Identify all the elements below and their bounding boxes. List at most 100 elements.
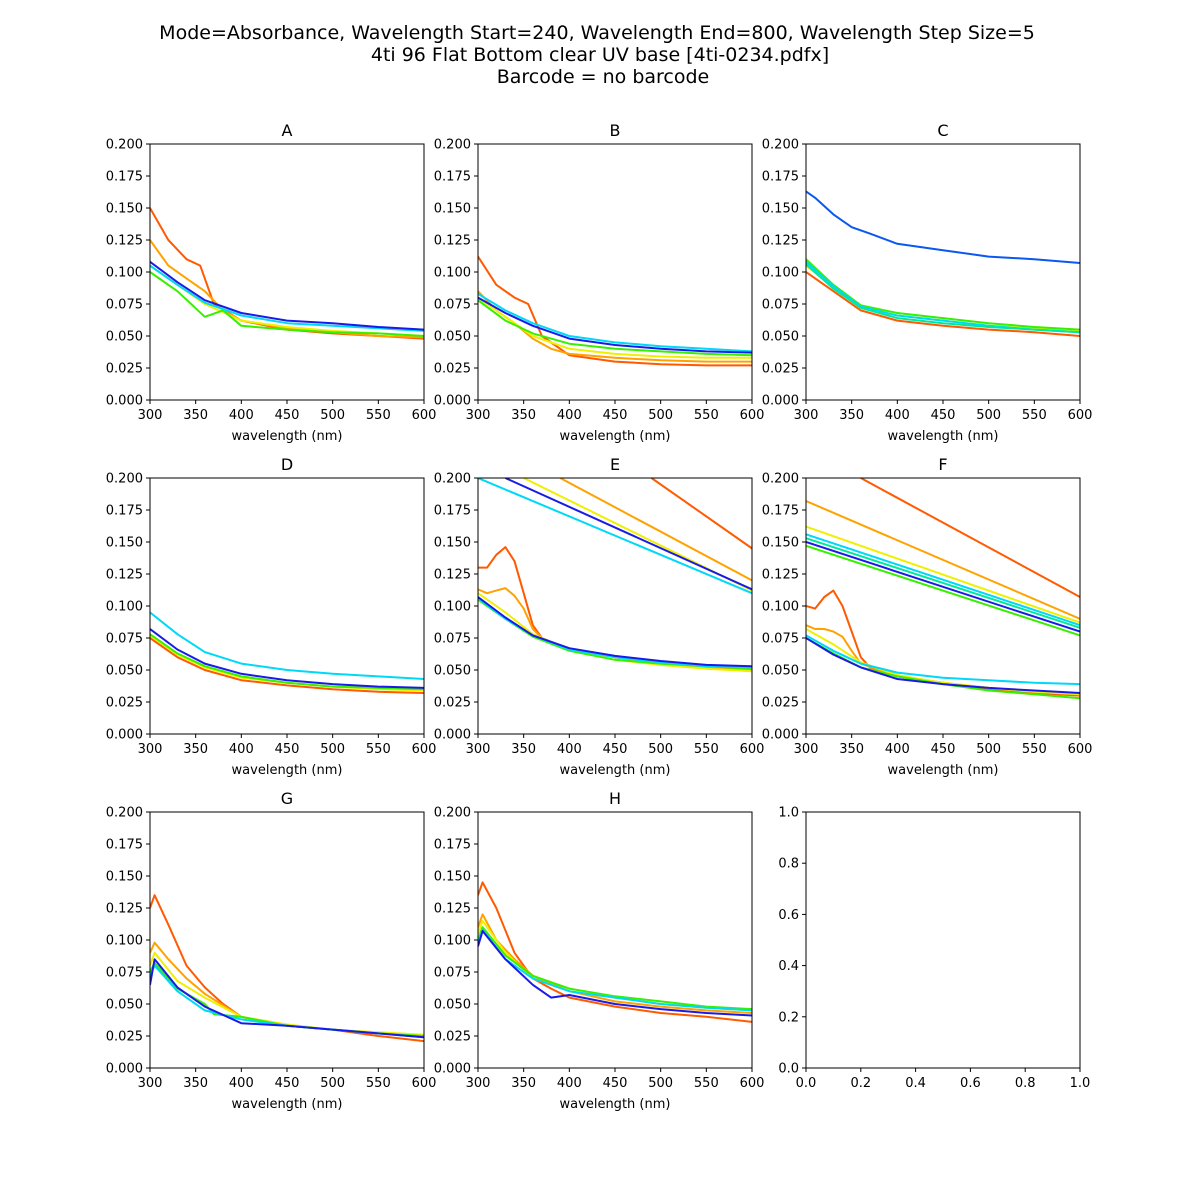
y-tick-label: 0.100 [106,600,143,615]
y-tick-label: 0.150 [106,536,143,551]
subplot-f: 300 350 400 450 500 550 600 0.000 0.025 0.050 0.07… [762,455,1093,778]
series-line-5 [806,537,1080,629]
y-tick-label: 0.125 [762,568,799,583]
y-tick-label: 0.200 [434,806,471,821]
series-line-4 [150,271,424,337]
x-tick-label: 550 [366,742,391,757]
y-tick-label: 0.175 [434,170,471,185]
x-tick-label: 350 [511,408,536,423]
x-tick-label: 0.4 [905,1076,926,1091]
y-tick-label: 0.2 [778,1010,799,1025]
series-group [478,478,752,673]
subplot-e: 300 350 400 450 500 550 600 0.000 0.025 0.050 0.07… [434,455,765,778]
x-tick-label: 300 [466,742,491,757]
series-line-6 [806,263,1080,334]
x-tick-label: 550 [366,1076,391,1091]
x-tick-label: 400 [885,742,910,757]
series-line-4 [478,926,752,1011]
x-tick-label: 500 [976,408,1001,423]
y-tick-label: 0.150 [762,536,799,551]
subplot-title: D [281,455,293,474]
y-tick-label: 0.200 [106,806,143,821]
y-tick-label: 0.175 [434,504,471,519]
x-tick-label: 350 [839,742,864,757]
y-tick-label: 0.050 [434,330,471,345]
x-tick-label: 350 [511,1076,536,1091]
x-tick-label: 550 [1022,408,1047,423]
series-line-12 [806,634,1080,686]
x-tick-label: 350 [839,408,864,423]
y-tick-label: 0.100 [434,934,471,949]
y-tick-label: 0.000 [434,1062,471,1077]
x-tick-label: 400 [557,1076,582,1091]
x-axis-label: wavelength (nm) [560,429,671,444]
y-tick-label: 0.150 [106,202,143,217]
y-tick-label: 0.200 [106,138,143,153]
x-tick-label: 300 [138,742,163,757]
y-tick-label: 0.200 [106,472,143,487]
series-line-10 [806,628,1080,696]
y-tick-label: 0.4 [778,959,799,974]
y-tick-label: 0.175 [106,838,143,853]
subplot-title: F [938,455,947,474]
x-tick-label: 300 [466,1076,491,1091]
x-tick-label: 300 [794,742,819,757]
y-tick-label: 0.075 [434,298,471,313]
subplot-d: 300 350 400 450 500 550 600 0.000 0.025 0.050 0.07… [106,455,437,778]
y-tick-label: 0.075 [434,632,471,647]
series-line-1 [806,190,1080,264]
y-tick-label: 0.000 [762,728,799,743]
y-tick-label: 0.150 [434,202,471,217]
series-line-2 [478,913,752,1014]
series-line-1 [860,478,1080,598]
x-axis-label: wavelength (nm) [560,763,671,778]
y-tick-label: 0.125 [106,902,143,917]
subplot-c: 300 350 400 450 500 550 600 0.000 0.025 0.050 0.07… [762,121,1093,444]
subplot-g: 300 350 400 450 500 550 600 0.000 0.025 0.050 0.07… [106,789,437,1112]
y-tick-label: 0.125 [106,234,143,249]
subplot-title: H [609,789,621,808]
subplot-title: E [610,455,620,474]
x-tick-label: 400 [229,1076,254,1091]
series-line-6 [150,260,424,331]
y-tick-label: 0.150 [106,870,143,885]
series-line-6 [478,930,752,1017]
x-tick-label: 600 [740,742,765,757]
y-tick-label: 0.050 [434,664,471,679]
y-tick-label: 0.125 [762,234,799,249]
y-tick-label: 0.075 [106,298,143,313]
x-tick-label: 400 [229,742,254,757]
x-tick-label: 1.0 [1070,1076,1091,1091]
y-tick-label: 0.025 [762,696,799,711]
y-tick-label: 0.075 [434,966,471,981]
y-tick-label: 0.075 [106,632,143,647]
figure-title-line-3: Barcode = no barcode [497,66,710,88]
subplot-a: 300 350 400 450 500 550 600 0.000 0.025 0.050 0.07… [106,121,437,444]
series-group [478,881,752,1023]
y-tick-label: 0.175 [762,504,799,519]
series-line-6 [150,958,424,1039]
series-line-11 [478,596,752,668]
x-axis-label: wavelength (nm) [888,763,999,778]
x-axis-label: wavelength (nm) [232,429,343,444]
y-tick-label: 0.025 [434,696,471,711]
y-tick-label: 0.8 [778,857,799,872]
x-tick-label: 450 [603,408,628,423]
series-group [150,207,424,340]
x-tick-label: 450 [275,408,300,423]
x-tick-label: 450 [275,1076,300,1091]
series-line-4 [806,258,1080,331]
series-line-8 [806,589,1080,697]
y-tick-label: 0.200 [434,138,471,153]
y-tick-label: 0.025 [106,696,143,711]
subplot-title: B [610,121,621,140]
y-tick-label: 0.100 [434,600,471,615]
y-tick-label: 0.050 [106,330,143,345]
series-line-2 [806,271,1080,337]
y-tick-label: 0.200 [762,472,799,487]
y-tick-label: 0.025 [434,362,471,377]
y-tick-label: 0.025 [762,362,799,377]
x-tick-label: 600 [412,742,437,757]
x-axis-label: wavelength (nm) [232,1097,343,1112]
x-axis-label: wavelength (nm) [560,1097,671,1112]
